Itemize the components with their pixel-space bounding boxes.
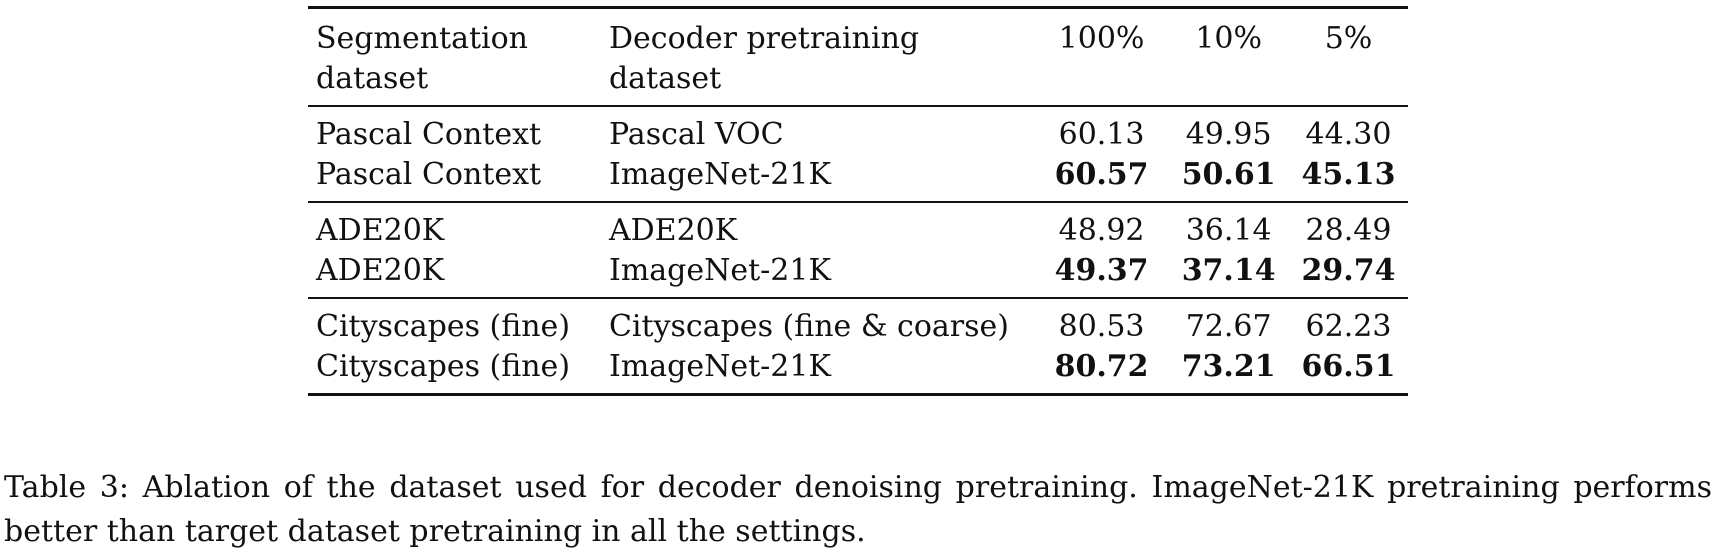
table-header: Segmentation dataset Decoder pretraining… [308,7,1408,107]
header-10-percent: 10% [1195,21,1263,56]
cell-pretraining-dataset: ImageNet-21K [608,253,831,288]
header-100-percent: 100% [1058,21,1145,56]
cell-pretraining-dataset: ImageNet-21K [608,349,831,384]
cell-5-percent-best: 45.13 [1301,157,1396,192]
cell-10-percent: 36.14 [1185,213,1272,248]
header-5-percent: 5% [1324,21,1373,56]
cell-5-percent: 28.49 [1305,213,1392,248]
table-row: ADE20K ADE20K 48.92 36.14 28.49 [308,202,1408,251]
table-row: ADE20K ImageNet-21K 49.37 37.14 29.74 [308,251,1408,298]
header-text-line: Segmentation [316,21,529,56]
cell-segmentation-dataset: ADE20K [316,253,445,288]
header-segmentation-dataset: Segmentation dataset [308,8,601,107]
cell-10-percent: 49.95 [1185,117,1272,152]
cell-pretraining-dataset: ImageNet-21K [608,157,831,192]
cell-pretraining-dataset: Pascal VOC [608,117,784,152]
cell-10-percent-best: 73.21 [1181,349,1276,384]
cell-10-percent: 72.67 [1185,309,1272,344]
cell-100-percent-best: 60.57 [1054,157,1149,192]
header-row: Segmentation dataset Decoder pretraining… [308,7,1408,107]
cell-100-percent-best: 49.37 [1054,253,1149,288]
cell-100-percent: 80.53 [1058,309,1145,344]
cell-5-percent-best: 66.51 [1301,349,1396,384]
cell-segmentation-dataset: Cityscapes (fine) [316,309,571,344]
cell-segmentation-dataset: Pascal Context [316,157,542,192]
table-row: Pascal Context Pascal VOC 60.13 49.95 44… [308,106,1408,155]
cell-100-percent: 48.92 [1058,213,1145,248]
cell-segmentation-dataset: ADE20K [316,213,445,248]
cell-100-percent: 60.13 [1058,117,1145,152]
header-text-line: Decoder pretraining [608,21,920,56]
cell-segmentation-dataset: Cityscapes (fine) [316,349,571,384]
cell-5-percent-best: 29.74 [1301,253,1396,288]
results-table: Segmentation dataset Decoder pretraining… [308,6,1408,396]
cell-pretraining-dataset: ADE20K [608,213,738,248]
group-pascal-context: Pascal Context Pascal VOC 60.13 49.95 44… [308,106,1408,202]
table-row: Pascal Context ImageNet-21K 60.57 50.61 … [308,155,1408,202]
table-row: Cityscapes (fine) Cityscapes (fine & coa… [308,298,1408,347]
cell-5-percent: 62.23 [1305,309,1392,344]
cell-pretraining-dataset: Cityscapes (fine & coarse) [608,309,1010,344]
header-text-line: dataset [608,61,722,96]
cell-5-percent: 44.30 [1305,117,1392,152]
cell-segmentation-dataset: Pascal Context [316,117,542,152]
group-ade20k: ADE20K ADE20K 48.92 36.14 28.49 ADE20K I… [308,202,1408,298]
header-decoder-pretraining-dataset: Decoder pretraining dataset [601,8,1035,107]
cell-10-percent-best: 37.14 [1181,253,1276,288]
header-text-line: dataset [316,61,429,96]
cell-100-percent-best: 80.72 [1054,349,1149,384]
table-row: Cityscapes (fine) ImageNet-21K 80.72 73.… [308,347,1408,395]
group-cityscapes: Cityscapes (fine) Cityscapes (fine & coa… [308,298,1408,395]
cell-10-percent-best: 50.61 [1181,157,1276,192]
results-table-container: Segmentation dataset Decoder pretraining… [308,6,1408,396]
table-caption: Table 3: Ablation of the dataset used fo… [4,470,1712,549]
